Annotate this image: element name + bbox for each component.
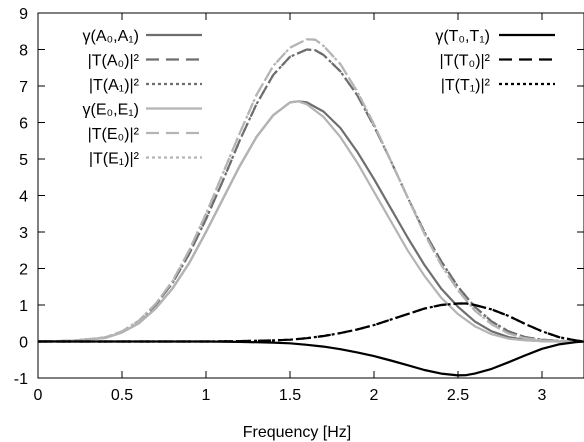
- legend-right: γ(T₀,T₁) |T(T₀)|² |T(T₁)|²: [435, 28, 555, 94]
- y-tick-label: 5: [19, 152, 28, 169]
- legend-label: |T(A₁)|²: [89, 77, 140, 94]
- series-line-8: [38, 302, 584, 343]
- series-line-5: [37, 38, 584, 343]
- x-tick-label: 3: [538, 387, 547, 404]
- x-tick-label: 1.5: [279, 387, 301, 404]
- y-tick-label: 9: [19, 6, 28, 23]
- series-line-1: [37, 48, 584, 343]
- legend-label: |T(E₁)|²: [89, 151, 140, 168]
- legend-label: |T(E₀)|²: [88, 126, 140, 143]
- y-tick-label: 6: [19, 116, 28, 133]
- y-tick-label: -1: [14, 371, 28, 388]
- legend-left: γ(A₀,A₁) |T(A₀)|² |T(A₁)|² γ(E₀,E₁) |T(E₀)|²…: [83, 28, 202, 168]
- x-tick-label: 2.5: [447, 387, 469, 404]
- y-tick-labels: -1 0 1 2 3 4 5 6 7 8 9: [14, 6, 28, 388]
- legend-label: |T(A₀)|²: [88, 53, 140, 70]
- legend-label: γ(A₀,A₁): [83, 28, 139, 45]
- x-tick-label: 2: [370, 387, 379, 404]
- y-tick-label: 3: [19, 225, 28, 242]
- x-axis-title: Frequency [Hz]: [243, 424, 351, 441]
- legend-label: γ(E₀,E₁): [83, 102, 139, 119]
- legend-label: γ(T₀,T₁): [435, 28, 490, 45]
- series-line-3: [37, 100, 584, 343]
- y-tick-label: 8: [19, 43, 28, 60]
- plot-area: [37, 12, 584, 379]
- y-tick-label: 7: [19, 79, 28, 96]
- legend-label: |T(T₁)|²: [441, 77, 491, 94]
- x-tick-label: 1: [202, 387, 211, 404]
- x-tick-labels: 0 0.5 1 1.5 2 2.5 3: [34, 387, 547, 404]
- series-layer: [37, 38, 584, 377]
- tick-marks: [37, 12, 584, 379]
- y-tick-label: 2: [19, 262, 28, 279]
- y-tick-label: 0: [19, 335, 28, 352]
- y-tick-label: 4: [19, 189, 28, 206]
- legend-label: |T(T₀)|²: [440, 53, 491, 70]
- x-tick-label: 0.5: [111, 387, 133, 404]
- y-tick-label: 1: [19, 298, 28, 315]
- series-line-6: [38, 340, 584, 377]
- x-tick-label: 0: [34, 387, 43, 404]
